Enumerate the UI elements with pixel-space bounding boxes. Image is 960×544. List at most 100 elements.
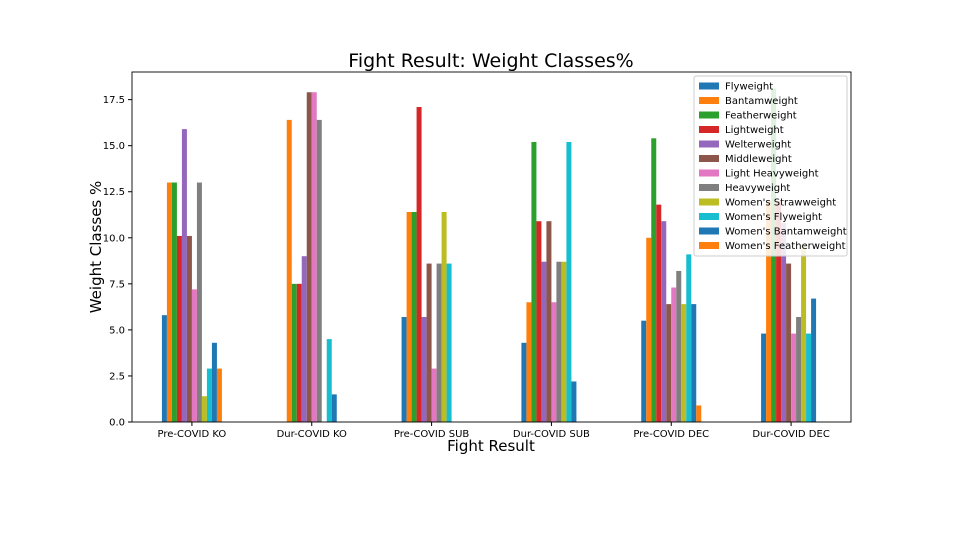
bar-0-10 <box>211 342 217 422</box>
legend-label: Welterweight <box>725 140 791 151</box>
bar-2-6 <box>431 368 437 422</box>
legend-swatch <box>699 126 719 133</box>
bar-1-2 <box>291 283 297 422</box>
bar-1-10 <box>331 394 337 422</box>
plot-frame <box>131 71 852 423</box>
bar-5-5 <box>786 263 792 422</box>
x-tick-label: Dur-COVID KO <box>277 429 347 440</box>
bar-1-3 <box>296 283 302 422</box>
bar-0-4 <box>181 129 187 422</box>
x-tick-label: Dur-COVID SUB <box>513 429 590 440</box>
y-tick-label: 17.5 <box>103 95 125 106</box>
legend-box <box>693 75 848 257</box>
legend-swatch <box>699 213 719 220</box>
bar-0-2 <box>171 182 177 422</box>
bar-4-7 <box>676 270 682 422</box>
bar-3-0 <box>521 342 527 422</box>
bar-5-1 <box>766 200 772 422</box>
bar-5-8 <box>801 245 807 422</box>
y-tick-label: 5.0 <box>109 325 125 336</box>
legend-swatch <box>699 242 719 249</box>
legend-label: Flyweight <box>725 82 773 93</box>
bar-1-7 <box>316 119 322 422</box>
legend-swatch <box>699 140 719 148</box>
bar-4-10 <box>691 304 697 422</box>
legend-swatch <box>699 155 719 162</box>
x-tick-label: Pre-COVID DEC <box>633 429 709 440</box>
y-tick-label: 0.0 <box>109 418 125 429</box>
legend-label: Light Heavyweight <box>725 169 819 180</box>
x-tick-label: Pre-COVID KO <box>158 429 227 440</box>
legend-label: Middleweight <box>725 154 792 165</box>
bar-0-3 <box>176 235 182 422</box>
legend-swatch <box>699 82 719 90</box>
legend-label: Lightweight <box>725 125 784 136</box>
bar-3-4 <box>541 261 547 422</box>
bar-5-7 <box>796 317 802 422</box>
bar-4-2 <box>651 138 657 422</box>
bar-5-9 <box>806 333 812 422</box>
bar-1-5 <box>306 92 312 423</box>
legend-swatch <box>699 97 719 104</box>
legend-label: Women's Strawweight <box>725 198 836 209</box>
x-axis-label: Fight Result <box>447 437 535 455</box>
bar-5-6 <box>791 333 797 422</box>
bar-5-4 <box>781 223 787 422</box>
bar-3-7 <box>556 261 562 422</box>
bar-0-6 <box>191 289 197 422</box>
y-tick-label: 15.0 <box>103 141 125 152</box>
bar-4-1 <box>646 237 652 422</box>
bar-1-4 <box>301 256 307 422</box>
y-tick-label: 7.5 <box>109 279 125 290</box>
y-axis-label: Weight Classes % <box>87 181 105 314</box>
legend-swatch <box>699 169 719 177</box>
bar-4-5 <box>666 304 672 422</box>
bar-5-3 <box>776 200 782 422</box>
bar-3-5 <box>546 221 552 422</box>
bar-5-10 <box>811 298 817 422</box>
bar-1-1 <box>286 119 292 422</box>
bar-3-2 <box>531 142 537 422</box>
bar-4-6 <box>671 287 677 422</box>
legend-label: Women's Flyweight <box>725 212 822 223</box>
bar-3-9 <box>566 142 572 422</box>
bar-4-9 <box>686 254 692 422</box>
bar-0-11 <box>216 368 222 422</box>
bar-2-9 <box>446 263 452 422</box>
legend-label: Women's Featherweight <box>725 241 846 252</box>
bar-0-8 <box>201 396 207 422</box>
bar-0-7 <box>196 182 202 422</box>
legend-swatch <box>699 184 719 191</box>
legend-swatch <box>699 227 719 235</box>
x-tick-label: Pre-COVID SUB <box>394 429 470 440</box>
bar-4-3 <box>656 204 662 422</box>
bar-2-8 <box>441 212 447 422</box>
bar-0-0 <box>161 315 167 422</box>
bar-2-0 <box>401 317 407 422</box>
bar-4-4 <box>661 221 667 422</box>
legend-label: Women's Bantamweight <box>725 227 847 238</box>
bar-2-2 <box>411 212 417 422</box>
legend-label: Featherweight <box>725 111 797 122</box>
legend-swatch <box>699 198 719 206</box>
bar-3-8 <box>561 261 567 422</box>
bar-2-7 <box>436 263 442 422</box>
legend-swatch <box>699 111 719 119</box>
bar-2-4 <box>421 317 427 422</box>
legend: Flyweight Bantamweight Featherweight Lightw… <box>693 75 848 257</box>
bar-3-6 <box>551 302 557 422</box>
y-tick-label: 12.5 <box>103 187 125 198</box>
legend-label: Heavyweight <box>725 183 790 194</box>
bar-0-5 <box>186 235 192 422</box>
y-tick-label: 10.0 <box>103 233 125 244</box>
bar-0-1 <box>166 182 172 422</box>
x-tick-label: Dur-COVID DEC <box>752 429 829 440</box>
bar-1-6 <box>311 92 317 423</box>
bar-2-3 <box>416 107 422 422</box>
bar-2-5 <box>426 263 432 422</box>
y-tick-label: 2.5 <box>109 371 125 382</box>
bar-0-9 <box>206 368 212 422</box>
bar-3-1 <box>526 302 532 422</box>
